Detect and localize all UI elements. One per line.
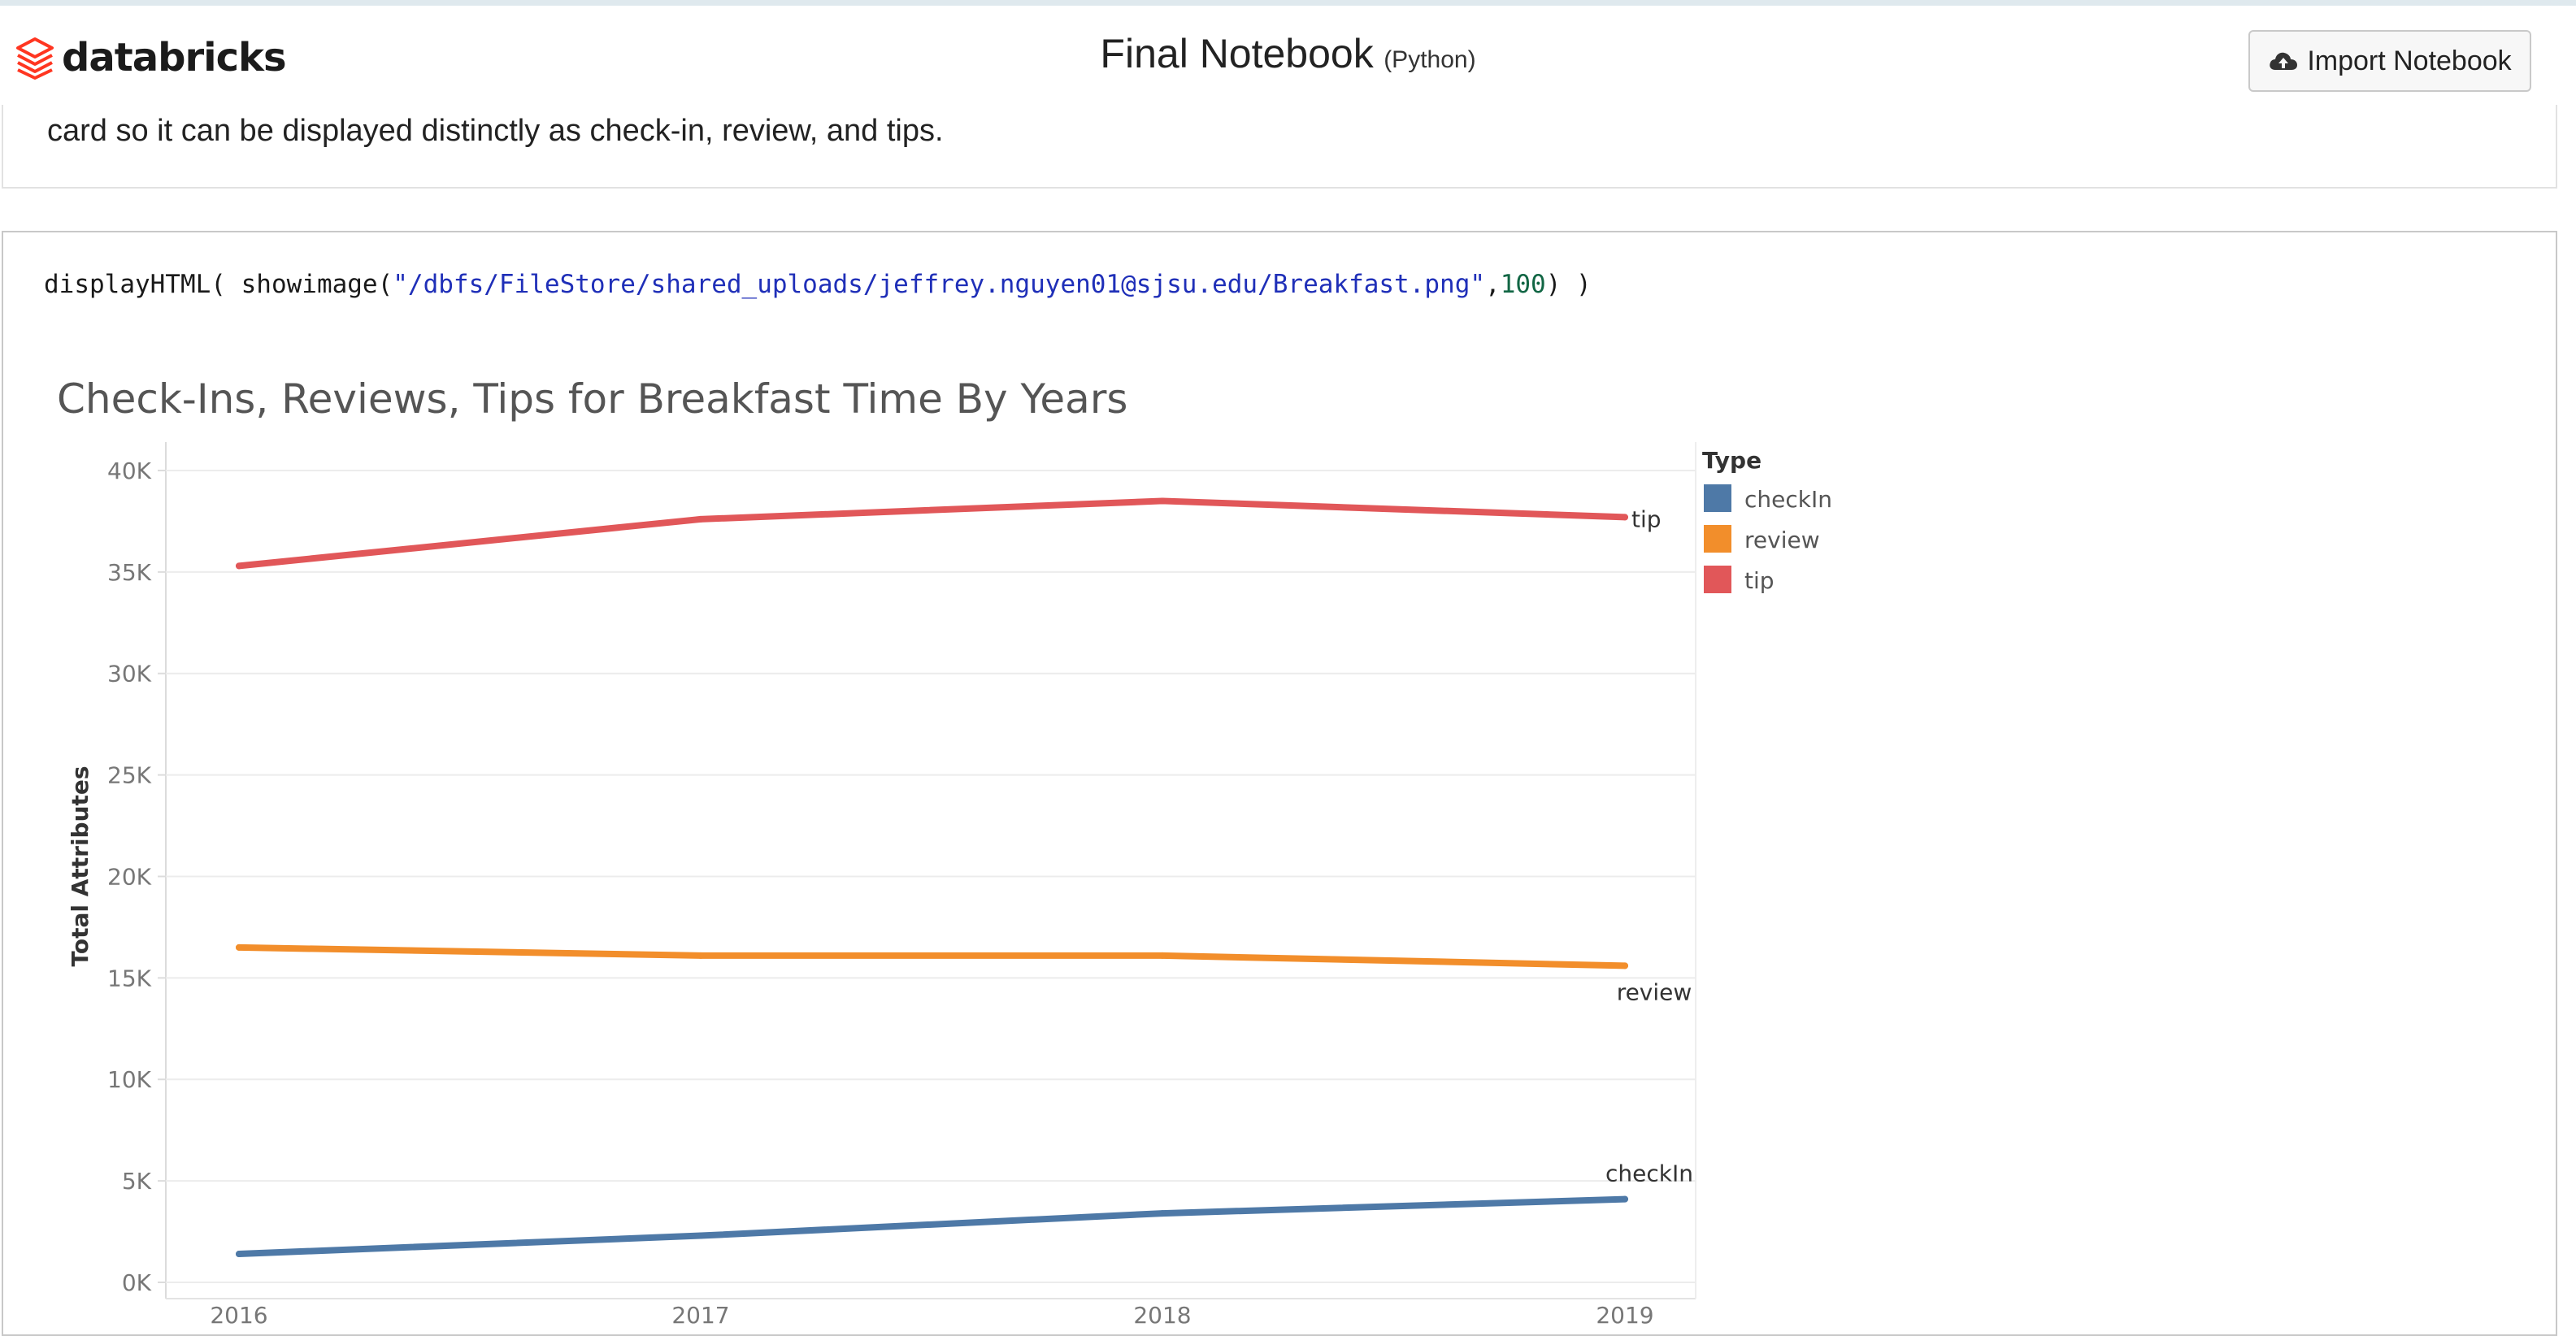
data-point-tip [697, 515, 704, 523]
data-point-review [236, 943, 242, 951]
data-point-tip [236, 562, 242, 570]
code-suffix: ) ) [1545, 270, 1592, 299]
y-tick-label: 25K [107, 762, 152, 789]
notebook-title-area: Final Notebook (Python) [0, 30, 2576, 77]
end-label-tip: tip [1631, 505, 1662, 532]
y-tick-label: 15K [107, 965, 152, 991]
data-point-review [1622, 962, 1628, 969]
series-line-tip [236, 497, 1628, 570]
legend-label-checkin: checkIn [1744, 486, 1832, 513]
y-tick-label: 0K [122, 1269, 152, 1296]
series-line-review [236, 943, 1628, 969]
legend: Type checkIn review tip [1702, 447, 1832, 594]
data-point-checkin [1159, 1210, 1166, 1217]
x-tick-label: 2016 [210, 1302, 267, 1329]
y-tick-label: 5K [122, 1168, 152, 1195]
y-tick-label: 10K [107, 1066, 152, 1093]
code-string-arg: "/dbfs/FileStore/shared_uploads/jeffrey.… [393, 270, 1486, 299]
code-cell[interactable]: displayHTML( showimage("/dbfs/FileStore/… [2, 231, 2557, 1336]
data-point-checkin [1622, 1195, 1628, 1203]
y-tick-label: 20K [107, 863, 152, 890]
data-point-checkin [697, 1232, 704, 1239]
data-point-review [697, 952, 704, 959]
code-separator: , [1485, 270, 1501, 299]
x-tick-label: 2017 [671, 1302, 729, 1329]
markdown-text: card so it can be displayed distinctly a… [47, 114, 944, 148]
legend-label-tip: tip [1744, 567, 1775, 594]
import-notebook-button[interactable]: Import Notebook [2248, 30, 2531, 92]
legend-label-review: review [1744, 527, 1820, 553]
import-notebook-label: Import Notebook [2307, 45, 2512, 76]
y-tick-label: 30K [107, 661, 152, 688]
series-lines: checkIn review tip [236, 497, 1693, 1258]
code-number-arg: 100 [1500, 270, 1546, 299]
x-tick-label: 2018 [1133, 1302, 1191, 1329]
legend-title: Type [1702, 447, 1761, 474]
chart-title: Check-Ins, Reviews, Tips for Breakfast T… [57, 375, 1128, 423]
data-point-checkin [236, 1251, 242, 1258]
databricks-logo[interactable]: databricks [15, 35, 287, 80]
code-line[interactable]: displayHTML( showimage("/dbfs/FileStore/… [44, 270, 1592, 299]
y-axis-title: Total Attributes [67, 766, 93, 966]
end-label-review: review [1617, 978, 1692, 1005]
databricks-stack-icon [16, 37, 54, 80]
gridlines [158, 442, 1696, 1299]
legend-swatch-review [1704, 525, 1731, 553]
data-point-review [1159, 952, 1166, 959]
legend-swatch-tip [1704, 566, 1731, 593]
series-line-checkin [236, 1195, 1628, 1258]
notebook-header: databricks Final Notebook (Python) Impor… [0, 6, 2576, 105]
logo-text: databricks [62, 35, 287, 80]
top-border [0, 0, 2576, 6]
data-point-tip [1159, 497, 1166, 505]
x-tick-label: 2019 [1596, 1302, 1653, 1329]
cloud-upload-icon [2270, 52, 2298, 70]
data-point-tip [1622, 514, 1628, 521]
axes: 0K 5K 10K 15K 20K 25K 30K 35K 40K 2016 2017 2018 201… [67, 458, 1654, 1329]
legend-swatch-checkin [1704, 484, 1731, 512]
y-tick-label: 35K [107, 559, 152, 586]
y-tick-label: 40K [107, 458, 152, 484]
code-call: displayHTML( showimage( [44, 270, 393, 299]
line-chart: 0K 5K 10K 15K 20K 25K 30K 35K 40K 2016 2017 2018 201… [67, 442, 1832, 1329]
end-label-checkin: checkIn [1605, 1160, 1693, 1187]
notebook-title: Final Notebook [1100, 31, 1374, 76]
notebook-language: (Python) [1384, 46, 1476, 73]
